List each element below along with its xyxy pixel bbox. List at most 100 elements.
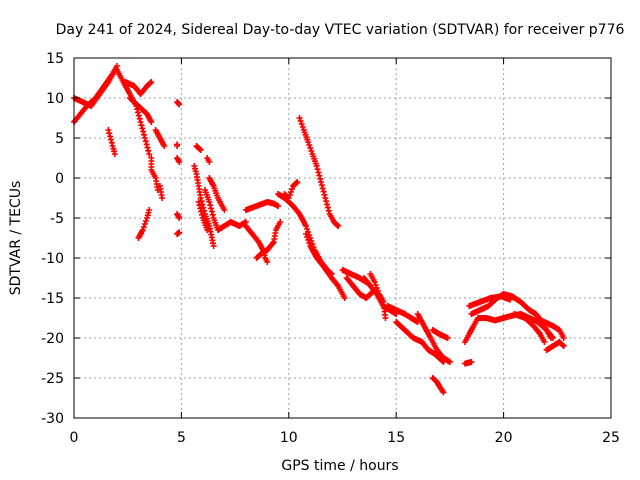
y-tick-label: 5 xyxy=(55,131,64,147)
data-point xyxy=(197,147,204,153)
grid-lines xyxy=(74,58,611,418)
data-point xyxy=(137,119,144,125)
data-point xyxy=(296,115,303,121)
data-point xyxy=(197,205,204,212)
x-tick-label: 5 xyxy=(177,430,186,446)
data-point xyxy=(308,148,315,154)
data-point xyxy=(141,131,148,138)
data-point xyxy=(323,198,330,205)
x-tick-label: 15 xyxy=(387,430,405,446)
y-tick-label: 10 xyxy=(46,91,64,107)
data-point xyxy=(176,215,183,221)
y-tick-label: -25 xyxy=(41,371,64,387)
data-point xyxy=(146,207,153,213)
data-point xyxy=(207,202,214,209)
data-point xyxy=(318,179,325,185)
data-point xyxy=(141,221,148,227)
x-tick-label: 25 xyxy=(602,430,620,446)
data-point xyxy=(468,359,475,365)
data-point xyxy=(316,172,323,179)
data-point xyxy=(440,389,447,396)
y-axis-label: SDTVAR / TECUs xyxy=(8,181,24,296)
data-point xyxy=(299,124,306,130)
data-point xyxy=(287,189,294,195)
data-point xyxy=(318,182,325,189)
x-axis-label: GPS time / hours xyxy=(281,458,398,474)
data-point xyxy=(294,179,301,185)
data-point xyxy=(324,204,331,211)
y-tick-label: -30 xyxy=(41,411,64,427)
data-point xyxy=(382,315,389,321)
data-point xyxy=(143,141,150,148)
x-tick-label: 10 xyxy=(280,430,298,446)
y-tick-label: 15 xyxy=(46,51,64,67)
data-point xyxy=(108,139,115,146)
data-point xyxy=(371,279,378,285)
data-point xyxy=(297,118,304,124)
data-point xyxy=(314,166,321,173)
data-point xyxy=(145,147,152,154)
data-point xyxy=(315,169,322,176)
data-point xyxy=(307,145,314,151)
data-point xyxy=(107,136,114,143)
data-point xyxy=(536,329,543,336)
y-tick-label: 0 xyxy=(55,171,64,187)
data-point xyxy=(206,199,213,205)
data-point xyxy=(305,139,312,145)
data-point xyxy=(324,201,331,208)
data-point xyxy=(319,185,326,192)
data-point xyxy=(547,335,554,341)
data-point xyxy=(139,227,146,233)
plot-frame xyxy=(73,57,612,419)
y-tick-label: -10 xyxy=(41,251,64,267)
data-point xyxy=(159,195,166,201)
data-point xyxy=(313,163,320,169)
data-point xyxy=(341,295,348,301)
data-point xyxy=(206,159,213,165)
data-point xyxy=(208,205,215,212)
data-point xyxy=(559,342,566,348)
data-point xyxy=(304,234,311,240)
data-point xyxy=(199,211,206,218)
data-point xyxy=(196,202,203,209)
data-point xyxy=(140,128,147,135)
data-point xyxy=(141,135,148,141)
x-axis-ticks: 0 5 10 15 20 25 xyxy=(70,58,620,446)
data-point xyxy=(306,142,313,148)
data-point xyxy=(325,207,332,214)
data-point xyxy=(285,195,292,201)
data-point xyxy=(148,119,155,125)
data-point xyxy=(305,237,312,243)
data-point xyxy=(289,186,296,192)
data-point xyxy=(135,112,142,119)
data-points xyxy=(71,63,567,396)
data-point xyxy=(335,223,342,229)
data-point xyxy=(197,195,204,201)
data-point xyxy=(176,101,183,108)
data-point xyxy=(302,231,309,237)
data-point xyxy=(507,296,514,303)
data-point xyxy=(161,143,168,149)
data-point xyxy=(372,282,379,288)
y-tick-label: -15 xyxy=(41,291,64,307)
data-point xyxy=(139,125,146,132)
data-point xyxy=(144,144,151,151)
data-point xyxy=(269,240,276,247)
data-point xyxy=(541,339,548,345)
data-point xyxy=(105,127,112,133)
data-point xyxy=(195,199,202,205)
data-point xyxy=(176,159,183,165)
data-point xyxy=(320,188,327,195)
data-point xyxy=(444,335,451,341)
data-point xyxy=(176,229,183,236)
data-point xyxy=(138,122,145,129)
data-point xyxy=(302,223,309,229)
data-point xyxy=(446,359,453,365)
data-point xyxy=(209,211,216,218)
data-point xyxy=(111,151,118,157)
data-point xyxy=(136,115,143,122)
data-point xyxy=(140,224,147,230)
data-point xyxy=(208,208,215,215)
data-point xyxy=(560,335,567,341)
data-point xyxy=(373,285,380,291)
